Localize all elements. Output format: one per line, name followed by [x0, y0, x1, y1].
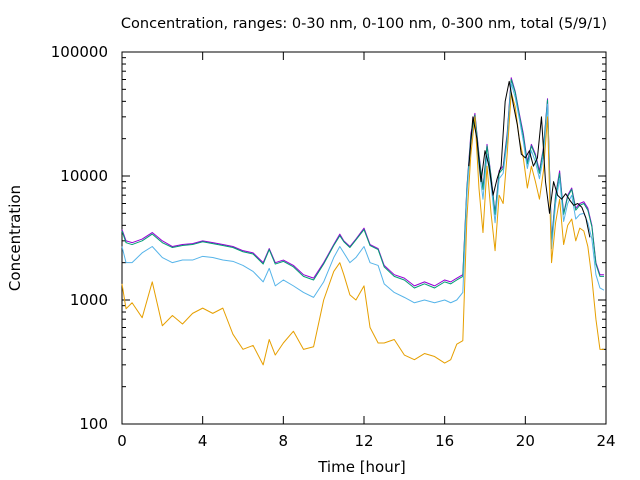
x-tick-label: 0: [117, 432, 127, 450]
x-tick-label: 12: [354, 432, 373, 450]
y-tick-label: 100000: [51, 43, 108, 61]
x-tick-label: 24: [596, 432, 615, 450]
chart-title: Concentration, ranges: 0-30 nm, 0-100 nm…: [121, 16, 607, 32]
x-axis-label: Time [hour]: [317, 458, 406, 476]
x-axis: 0 4 8 12 16 20 24: [117, 52, 616, 450]
y-tick-label: 10000: [60, 167, 108, 185]
series-layer: [121, 77, 605, 366]
y-axis-label: Concentration: [6, 185, 24, 291]
y-axis: 100 1000 10000 100000: [51, 43, 606, 433]
series-line-2: [121, 79, 604, 289]
x-tick-label: 8: [279, 432, 289, 450]
x-tick-label: 4: [198, 432, 208, 450]
series-line-4: [121, 92, 604, 366]
series-line-1: [121, 77, 604, 287]
y-tick-label: 1000: [70, 291, 108, 309]
series-line-5: [468, 80, 591, 238]
series-line-3: [121, 82, 605, 304]
x-tick-label: 20: [516, 432, 535, 450]
x-tick-label: 16: [435, 432, 454, 450]
plot-frame: [121, 51, 607, 425]
y-tick-label: 100: [79, 415, 108, 433]
